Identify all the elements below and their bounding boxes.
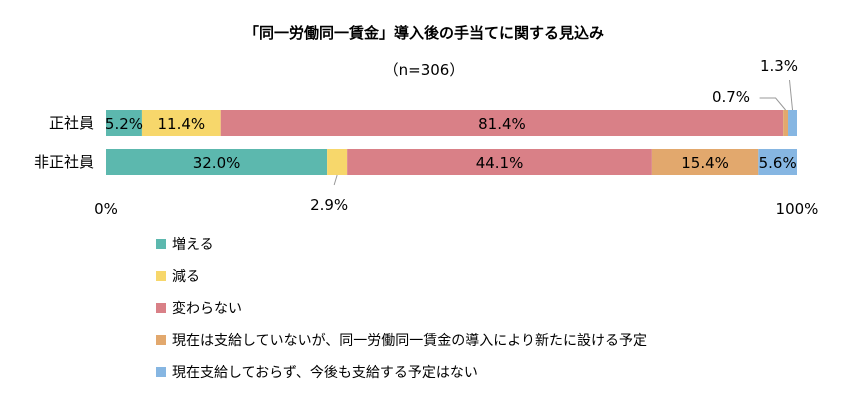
legend-swatch bbox=[156, 239, 166, 249]
bar-segment bbox=[106, 149, 328, 175]
data-label: 5.6% bbox=[759, 154, 797, 172]
callout-leader bbox=[759, 97, 786, 111]
data-label: 32.0% bbox=[193, 154, 241, 172]
legend-label: 減る bbox=[172, 268, 200, 285]
data-label: 11.4% bbox=[157, 115, 205, 133]
bar-segment bbox=[106, 110, 142, 136]
chart-subtitle: （n=306） bbox=[384, 61, 465, 79]
legend-label: 変わらない bbox=[172, 300, 242, 317]
bar-segment bbox=[347, 149, 652, 175]
legend-swatch bbox=[156, 335, 166, 345]
category-label: 正社員 bbox=[49, 114, 94, 132]
data-label: 0.7% bbox=[712, 88, 750, 106]
legend-label: 現在は支給していないが、同一労働同一賃金の導入により新たに設ける予定 bbox=[172, 333, 647, 349]
data-label: 1.3% bbox=[760, 57, 798, 75]
bar-segment bbox=[788, 110, 797, 136]
data-label: 81.4% bbox=[478, 115, 526, 133]
bar-segment bbox=[651, 149, 759, 175]
data-label: 2.9% bbox=[310, 196, 348, 214]
chart-title: 「同一労働同一賃金」導入後の手当てに関する見込み bbox=[244, 24, 604, 42]
data-label: 5.2% bbox=[105, 115, 143, 133]
legend-swatch bbox=[156, 367, 166, 377]
bar-segment bbox=[220, 110, 784, 136]
legend-label: 増える bbox=[172, 237, 214, 253]
bar-segment bbox=[783, 110, 789, 136]
callout-leader bbox=[333, 174, 338, 186]
legend-swatch bbox=[156, 303, 166, 313]
bar-segment bbox=[141, 110, 221, 136]
data-label: 44.1% bbox=[476, 154, 524, 172]
legend-swatch bbox=[156, 271, 166, 281]
callout-leader bbox=[789, 79, 794, 111]
category-label: 非正社員 bbox=[34, 153, 94, 171]
x-tick-label: 0% bbox=[94, 200, 118, 218]
legend-label: 現在支給しておらず、今後も支給する予定はない bbox=[172, 365, 478, 381]
x-tick-label: 100% bbox=[776, 200, 819, 218]
bar-segment bbox=[327, 149, 348, 175]
data-label: 15.4% bbox=[681, 154, 729, 172]
bar-segment bbox=[758, 149, 797, 175]
